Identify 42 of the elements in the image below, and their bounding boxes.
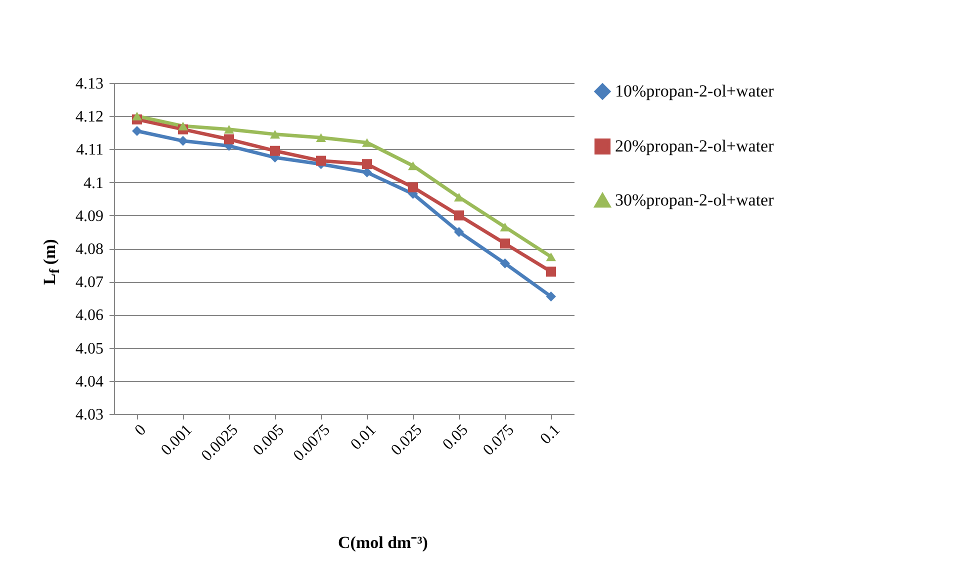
y-tick-label: 4.1 (84, 174, 104, 192)
point (224, 125, 234, 134)
point (546, 252, 556, 262)
point (316, 133, 326, 142)
legend-label: 20%propan-2-ol+water (615, 136, 774, 156)
point (454, 226, 464, 237)
point (500, 238, 510, 249)
point (362, 159, 372, 170)
x-axis-title: C(mol dm⁻³) (338, 532, 428, 553)
y-tick-label: 4.05 (76, 340, 104, 358)
point (316, 156, 326, 166)
y-tick-label: 4.12 (76, 108, 104, 126)
point (500, 258, 510, 268)
y-tick-label: 4.11 (76, 142, 104, 159)
point (500, 222, 510, 232)
x-tick-label: 0 (132, 422, 150, 440)
y-tick-label: 4.03 (76, 406, 104, 424)
y-tick-label: 4.06 (76, 307, 104, 324)
point (362, 138, 372, 147)
point (546, 266, 556, 277)
legend-label: 10%propan-2-ol+water (615, 82, 774, 100)
point (454, 192, 464, 202)
x-tick-label: 0.01 (348, 422, 380, 454)
point (408, 161, 418, 170)
point (224, 134, 234, 144)
point (132, 126, 142, 136)
point (454, 210, 464, 220)
x-tick-label: 0.1 (537, 422, 564, 448)
y-tick-label: 4.08 (76, 241, 104, 258)
point (546, 291, 556, 302)
point (178, 122, 188, 130)
point (408, 182, 418, 192)
point (178, 136, 188, 146)
point (132, 112, 142, 120)
y-tick-label: 4.07 (76, 274, 104, 292)
y-tick-label: 4.09 (76, 208, 104, 225)
legend-label: 30%propan-2-ol+water (615, 190, 774, 210)
x-tick-label: 0.05 (440, 422, 472, 454)
point (270, 146, 280, 156)
point (270, 130, 280, 139)
y-tick-label: 4.04 (76, 373, 104, 390)
y-tick-label: 4.13 (76, 76, 104, 92)
